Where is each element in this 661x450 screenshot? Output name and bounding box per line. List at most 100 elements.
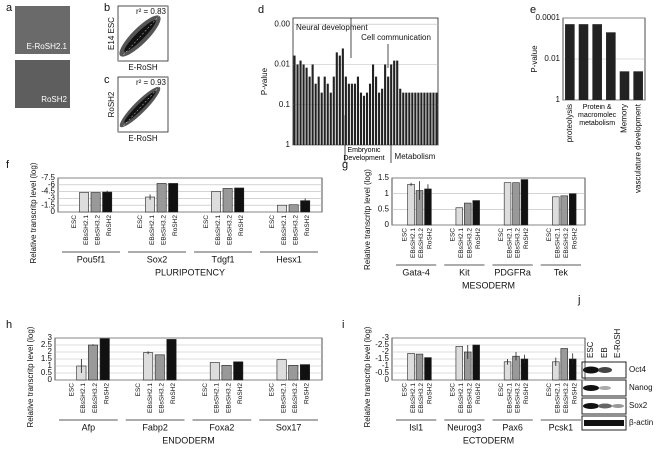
series-label: ESC [498,228,505,242]
bar [288,364,299,381]
y-tick-label: -4.5 [41,187,55,196]
bar [371,64,375,145]
series-label: EBsSH3.2 [466,228,473,258]
bar [405,92,408,145]
series-label: EBsSH3.2 [225,383,232,413]
series-label: EBsSH2.1 [410,383,417,413]
series-label: EBsSH3.2 [466,383,473,413]
x-tick-label: Neurog3 [447,422,482,432]
bar [209,362,220,381]
bar [619,71,630,100]
bar [88,344,99,381]
bar [314,83,317,145]
bar [296,64,299,145]
annotation: Metabolism [395,152,436,161]
panel-letter: h [6,319,12,331]
series-label: RoSH2 [170,383,177,404]
panel-letter: a [6,2,13,14]
stat: r² = 0.83 [136,7,167,16]
bar [233,361,244,381]
bar [435,92,438,145]
y-tick-label: 0 [48,375,53,384]
bar [311,64,314,145]
scatter-cloud [117,5,169,62]
bar [387,76,390,145]
y-tick-label: -2 [382,347,390,356]
bar [429,92,432,145]
annotation: Embryonic Development [343,147,385,162]
y-tick-label: -2.5 [375,340,389,349]
x-tick-label: Tdgf1 [211,254,234,264]
bar [320,92,323,145]
axis-label: E-RoSH [128,63,158,72]
series-label: EBsSH3.2 [226,215,233,245]
bar [222,188,233,213]
bar [569,193,577,226]
bar [411,92,414,145]
bar [424,357,432,381]
x-tick-label: Foxa2 [209,422,234,432]
y-axis-label: Relative transcritp level (log) [363,169,372,270]
x-tick-label: Pax6 [502,422,523,432]
x-axis-label: ENDODERM [162,435,215,445]
bar [378,92,381,145]
series-label: RoSH2 [106,215,113,236]
y-tick-label: -3 [382,333,390,342]
y-tick-label: 1 [556,95,561,104]
bar [350,83,353,145]
y-tick-label: -0.5 [375,368,389,377]
annotation: proteolysis [565,104,574,142]
bar [308,76,311,145]
y-tick-label: 1 [385,189,390,198]
bar [356,76,360,145]
series-label: EBsSH2.1 [281,215,288,245]
x-tick-label: PDGFRa [494,267,531,277]
series-label: ESC [202,383,209,397]
bar [365,92,369,145]
series-label: EBsSH3.2 [292,383,299,413]
bar [455,346,463,381]
bar [234,187,245,213]
series-label: EBsSH3.2 [418,383,425,413]
bar [565,24,575,101]
panel-letter: i [342,319,344,331]
bar [90,192,101,213]
bar [168,183,179,213]
annotation: Embryonic Development [343,147,385,162]
y-axis-label: Relative transcritp level (log) [26,326,35,427]
y-tick-label: 1 [48,361,53,370]
bar [402,92,405,145]
y-tick-label: 0.5 [378,204,390,213]
series-label: EBsSH2.1 [83,215,90,245]
micrograph [15,60,70,108]
bar [326,83,329,145]
annotation: Neural development [296,23,368,32]
bar [390,64,393,145]
series-label: RoSH2 [427,228,434,249]
y-tick-label: 0 [385,220,390,229]
bar [415,353,424,381]
y-tick-label: -7.5 [41,173,55,182]
y-tick-label: 0 [385,375,390,384]
panel-letter: j [577,294,580,306]
series-label: ESC [203,215,210,229]
y-axis-label: P-value [260,67,269,95]
series-label: EBsSH3.2 [92,383,99,413]
bar [424,188,432,226]
stat: r² = 0.93 [136,78,167,87]
series-label: RoSH2 [238,215,245,236]
column-label: ESC [586,341,595,358]
panel-letter: d [258,4,264,16]
bar [329,92,332,145]
x-axis-label: ECTODERM [463,435,514,445]
bar [143,352,154,381]
series-label: EBsSH3.2 [159,383,166,413]
series-label: EBsSH3.2 [563,228,570,258]
series-label: EBsSH3.2 [94,215,101,245]
annotation: Cell communication [361,33,431,42]
bar [341,48,344,146]
y-tick-label: -1.5 [41,200,55,209]
series-label: EBsSH2.1 [215,215,222,245]
x-axis-label: PLURIPOTENCY [155,267,225,277]
series-label: ESC [71,215,78,229]
